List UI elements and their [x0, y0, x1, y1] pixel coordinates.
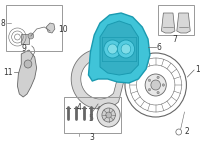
Polygon shape	[46, 23, 55, 33]
Polygon shape	[81, 59, 119, 99]
Text: 3: 3	[90, 133, 95, 142]
Circle shape	[148, 79, 151, 81]
Circle shape	[24, 60, 32, 68]
Circle shape	[28, 33, 34, 39]
Circle shape	[104, 40, 121, 58]
Polygon shape	[71, 49, 127, 109]
Circle shape	[106, 112, 112, 118]
Text: 4: 4	[76, 102, 81, 112]
Text: 9: 9	[22, 44, 27, 52]
Polygon shape	[88, 13, 150, 83]
Circle shape	[117, 40, 135, 58]
Polygon shape	[100, 21, 138, 75]
Circle shape	[108, 44, 117, 54]
Circle shape	[151, 80, 160, 90]
Circle shape	[102, 108, 115, 122]
Text: 2: 2	[185, 127, 189, 137]
FancyBboxPatch shape	[21, 34, 29, 44]
Circle shape	[121, 44, 131, 54]
Text: 1: 1	[195, 65, 200, 74]
Polygon shape	[161, 13, 175, 33]
Circle shape	[97, 103, 120, 127]
Text: 5: 5	[88, 114, 93, 123]
Text: 8: 8	[0, 19, 5, 27]
Circle shape	[148, 88, 151, 91]
Text: 7: 7	[172, 35, 177, 44]
Polygon shape	[177, 13, 190, 33]
Circle shape	[162, 84, 165, 86]
Circle shape	[157, 76, 159, 79]
Circle shape	[157, 91, 159, 94]
Text: 11: 11	[3, 67, 13, 76]
Text: 10: 10	[58, 25, 67, 34]
Polygon shape	[17, 50, 37, 97]
Circle shape	[145, 74, 166, 96]
Text: 6: 6	[157, 42, 162, 51]
